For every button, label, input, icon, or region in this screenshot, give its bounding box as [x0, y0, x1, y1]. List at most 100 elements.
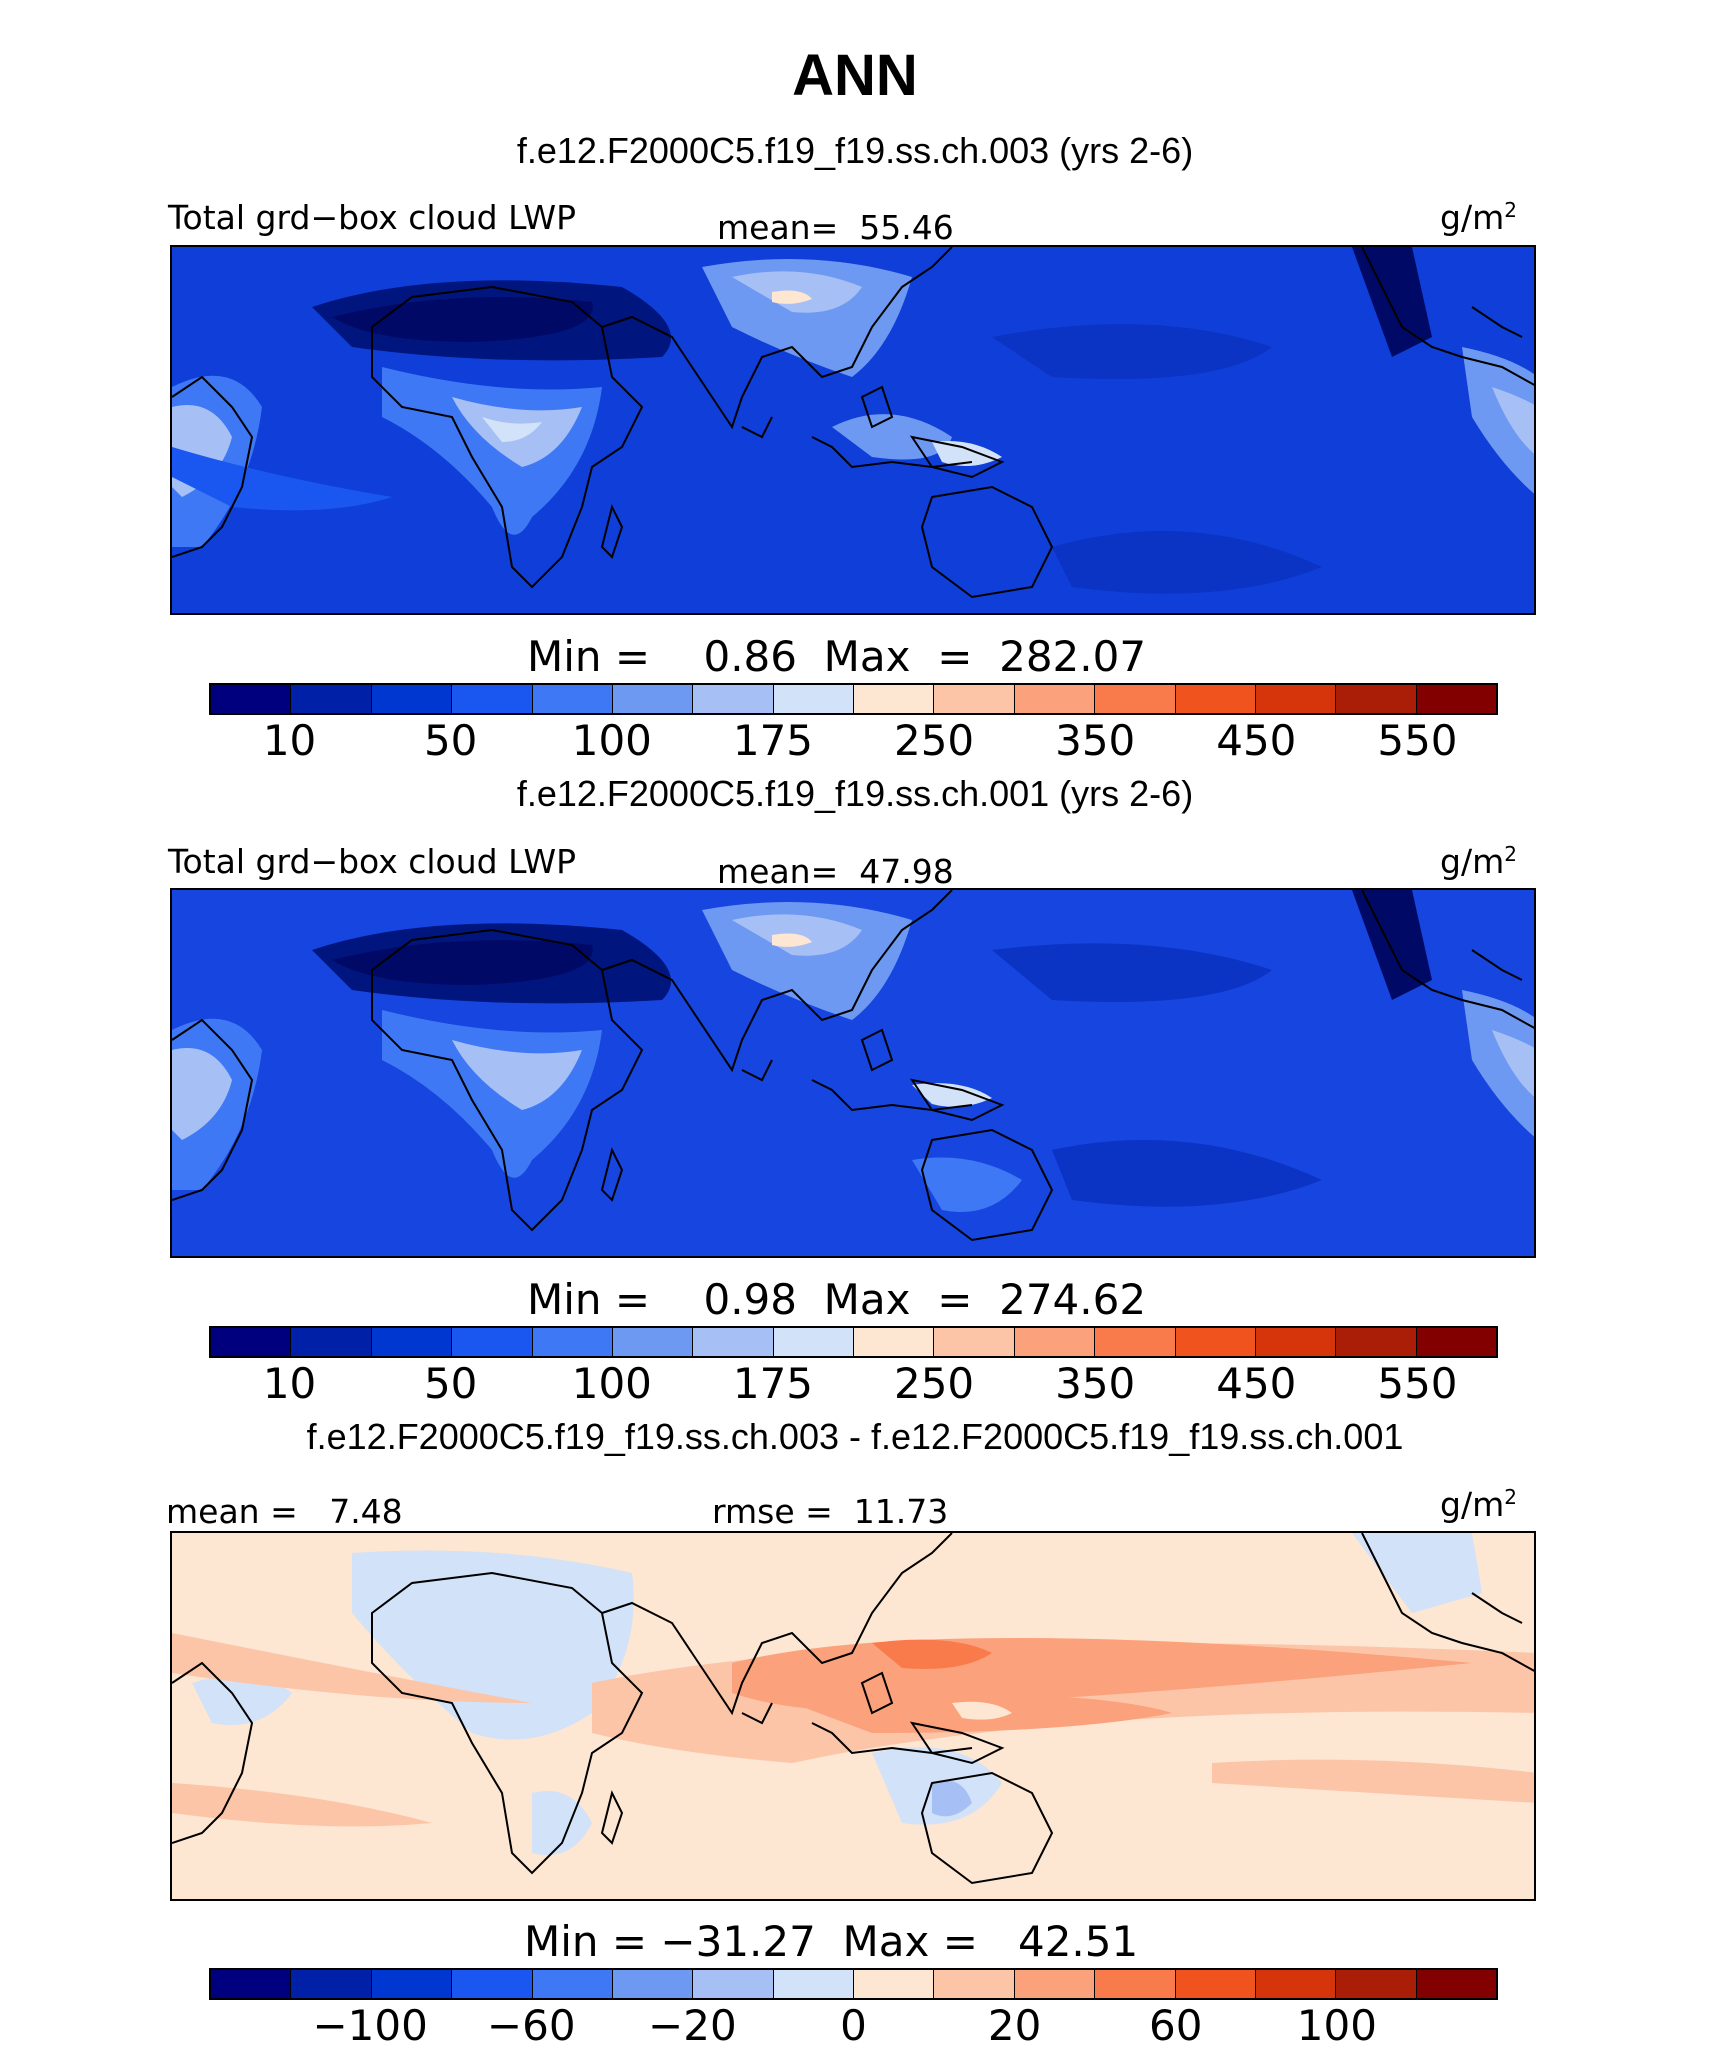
- panel-3-units-label: g/m2: [1440, 1485, 1517, 1524]
- colorbar-swatch: [934, 1328, 1015, 1356]
- colorbar-tick-label: 50: [423, 716, 478, 765]
- panel-3-case-title: f.e12.F2000C5.f19_f19.ss.ch.003 - f.e12.…: [306, 1416, 1404, 1457]
- panel-3-minmax-label: Min = −31.27 Max = 42.51: [524, 1917, 1139, 1966]
- colorbar-swatch: [1416, 685, 1496, 713]
- colorbar-swatch: [693, 1328, 774, 1356]
- colorbar-swatch: [1255, 1970, 1337, 1998]
- colorbar-swatch: [1255, 1328, 1337, 1356]
- panel-2-field: [172, 890, 1534, 1256]
- colorbar-swatch: [371, 685, 453, 713]
- panel-1-map: [170, 245, 1536, 615]
- panel-1-case-title: f.e12.F2000C5.f19_f19.ss.ch.003 (yrs 2-6…: [516, 130, 1194, 171]
- panel-2-colorbar-ticks: 10 50 100 175 250 350 450 550: [0, 1359, 1710, 1413]
- colorbar-tick-label: 350: [1055, 716, 1136, 765]
- panel-2-variable-label: Total grd−box cloud LWP: [168, 842, 576, 881]
- figure-title: ANN: [792, 43, 918, 108]
- panel-1-mean-label: mean= 55.46: [717, 208, 954, 247]
- panel-1-coastlines: [172, 247, 1534, 599]
- colorbar-swatch: [452, 685, 533, 713]
- colorbar-swatch: [773, 685, 854, 713]
- colorbar-swatch: [532, 1970, 613, 1998]
- panel-3-rmse-label: rmse = 11.73: [712, 1492, 949, 1531]
- colorbar-swatch: [934, 685, 1015, 713]
- colorbar-swatch: [1014, 1328, 1096, 1356]
- panel-2-case-title: f.e12.F2000C5.f19_f19.ss.ch.001 (yrs 2-6…: [516, 773, 1194, 814]
- colorbar-swatch: [612, 1328, 694, 1356]
- colorbar-tick-label: 450: [1216, 1359, 1297, 1408]
- colorbar-tick-label: 450: [1216, 716, 1297, 765]
- colorbar-tick-label: 175: [732, 1359, 814, 1408]
- colorbar-tick-label: −20: [648, 2001, 737, 2050]
- colorbar-swatch: [452, 1970, 533, 1998]
- panel-3-colorbar: [209, 1968, 1498, 2000]
- panel-2-units-label: g/m2: [1440, 842, 1517, 881]
- colorbar-tick-label: 350: [1055, 1359, 1136, 1408]
- colorbar-swatch: [773, 1970, 854, 1998]
- colorbar-swatch: [773, 1328, 854, 1356]
- colorbar-swatch: [291, 1328, 372, 1356]
- colorbar-swatch: [693, 685, 774, 713]
- panel-2-map: [170, 888, 1536, 1258]
- colorbar-swatch: [1014, 1970, 1096, 1998]
- colorbar-tick-label: 100: [1296, 2001, 1377, 2050]
- colorbar-tick-label: 50: [423, 1359, 478, 1408]
- panel-3-field: [172, 1533, 1534, 1899]
- colorbar-swatch: [1175, 685, 1256, 713]
- colorbar-swatch: [693, 1970, 774, 1998]
- panel-3-coastlines: [172, 1533, 1534, 1885]
- colorbar-swatch: [211, 1328, 292, 1356]
- colorbar-swatch: [1014, 685, 1096, 713]
- panel-1-field: [172, 247, 1534, 613]
- colorbar-swatch: [1175, 1970, 1256, 1998]
- colorbar-tick-label: 10: [262, 716, 317, 765]
- colorbar-swatch: [1416, 1328, 1496, 1356]
- colorbar-tick-label: −60: [486, 2001, 576, 2050]
- colorbar-tick-label: 550: [1377, 716, 1458, 765]
- colorbar-swatch: [612, 685, 694, 713]
- panel-1-units-label: g/m2: [1440, 198, 1517, 237]
- colorbar-swatch: [532, 1328, 613, 1356]
- panel-2-minmax-label: Min = 0.98 Max = 274.62: [527, 1275, 1147, 1324]
- colorbar-swatch: [1095, 1328, 1176, 1356]
- colorbar-swatch: [854, 1328, 935, 1356]
- colorbar-tick-label: 100: [571, 716, 652, 765]
- colorbar-swatch: [211, 685, 292, 713]
- colorbar-swatch: [1255, 685, 1337, 713]
- panel-3-colorbar-ticks: −100 −60 −20 0 20 60 100: [0, 2001, 1710, 2055]
- colorbar-swatch: [612, 1970, 694, 1998]
- colorbar-tick-label: 175: [732, 716, 814, 765]
- colorbar-tick-label: 10: [262, 1359, 317, 1408]
- colorbar-swatch: [1416, 1970, 1496, 1998]
- colorbar-tick-label: 0: [840, 2001, 867, 2050]
- panel-1-variable-label: Total grd−box cloud LWP: [168, 198, 576, 237]
- colorbar-swatch: [1336, 1970, 1417, 1998]
- colorbar-swatch: [211, 1970, 292, 1998]
- colorbar-swatch: [452, 1328, 533, 1356]
- colorbar-tick-label: −100: [312, 2001, 428, 2050]
- colorbar-swatch: [934, 1970, 1015, 1998]
- panel-3-mean-label: mean = 7.48: [166, 1492, 403, 1531]
- colorbar-swatch: [371, 1328, 453, 1356]
- panel-2-coastlines: [172, 890, 1534, 1242]
- panel-3-map: [170, 1531, 1536, 1901]
- panel-1-minmax-label: Min = 0.86 Max = 282.07: [527, 632, 1147, 681]
- panel-1-colorbar-ticks: 10 50 100 175 250 350 450 550: [0, 716, 1710, 770]
- panel-2-colorbar: [209, 1326, 1498, 1358]
- panel-2-mean-label: mean= 47.98: [717, 852, 954, 891]
- colorbar-tick-label: 60: [1149, 2001, 1203, 2050]
- colorbar-swatch: [1175, 1328, 1256, 1356]
- colorbar-swatch: [854, 685, 935, 713]
- colorbar-swatch: [854, 1970, 935, 1998]
- colorbar-swatch: [291, 685, 372, 713]
- colorbar-tick-label: 250: [893, 1359, 975, 1408]
- colorbar-tick-label: 550: [1377, 1359, 1458, 1408]
- colorbar-swatch: [291, 1970, 372, 1998]
- colorbar-tick-label: 250: [893, 716, 975, 765]
- colorbar-swatch: [1336, 1328, 1417, 1356]
- panel-1-colorbar: [209, 683, 1498, 715]
- colorbar-swatch: [532, 685, 613, 713]
- colorbar-tick-label: 20: [987, 2001, 1042, 2050]
- colorbar-swatch: [371, 1970, 453, 1998]
- colorbar-tick-label: 100: [571, 1359, 652, 1408]
- colorbar-swatch: [1336, 685, 1417, 713]
